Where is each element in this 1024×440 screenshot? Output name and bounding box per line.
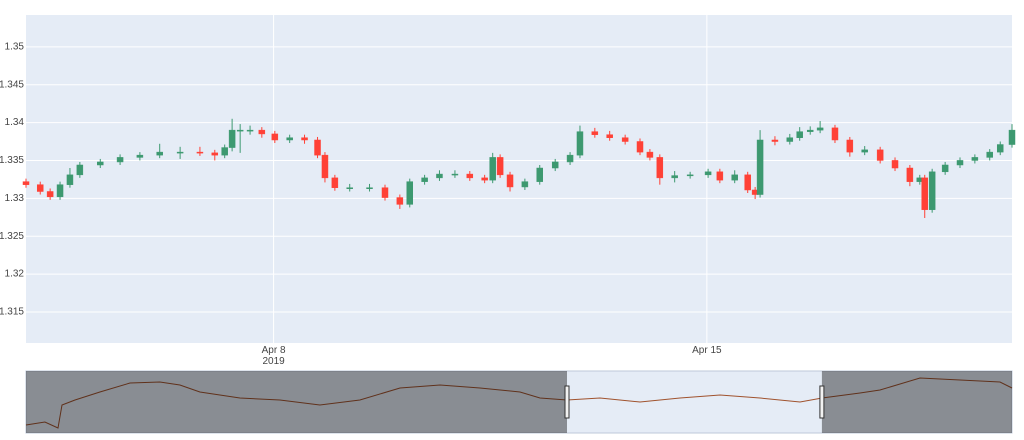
candle-body (621, 137, 629, 142)
range-slider-mask (821, 371, 1012, 433)
candle-body (716, 171, 724, 181)
candle-body (816, 127, 824, 131)
range-slider-mask (26, 371, 568, 433)
candle-body (861, 149, 868, 153)
candle-body (536, 167, 543, 182)
candle-body (986, 151, 993, 158)
y-tick-label: 1.345 (0, 79, 24, 90)
candle-body (636, 141, 644, 153)
candle-body (806, 129, 814, 132)
candle-body (436, 173, 443, 179)
candle-body (906, 167, 914, 182)
candle-body (656, 157, 664, 179)
candle-body (996, 144, 1004, 153)
candle-body (396, 197, 404, 205)
candle-body (116, 157, 124, 163)
candle-body (36, 184, 44, 192)
candle-body (314, 139, 321, 156)
range-slider-handle[interactable] (819, 385, 825, 419)
candle-body (941, 164, 949, 173)
candle-body (606, 134, 613, 138)
candle-body (176, 151, 184, 154)
candle-body (591, 131, 599, 135)
candle-body (228, 129, 236, 148)
y-tick-label: 1.335 (0, 155, 24, 166)
candle-body (876, 149, 884, 161)
candle-body (921, 177, 928, 210)
candle-body (156, 151, 163, 156)
candle-body (46, 191, 54, 198)
candle-body (366, 187, 373, 189)
y-tick-label: 1.34 (5, 117, 25, 128)
candle-body (506, 174, 514, 188)
candle-body (451, 173, 459, 176)
candle-body (686, 174, 694, 177)
candle-body (211, 152, 219, 156)
candles (22, 118, 1016, 219)
range-slider-line (25, 377, 1013, 429)
candle-body (489, 157, 496, 181)
candle-body (381, 187, 389, 198)
candle-body (481, 177, 488, 181)
candle-body (321, 154, 329, 179)
y-tick-label: 1.33 (5, 193, 25, 204)
candle-body (576, 131, 584, 156)
candle-body (1008, 129, 1016, 145)
y-tick-label: 1.35 (5, 41, 25, 52)
plot-background (26, 15, 1012, 343)
candle-body (551, 161, 559, 169)
y-tick-label: 1.325 (0, 231, 24, 242)
candle-body (258, 129, 266, 135)
candle-body (846, 139, 854, 153)
x-tick-label: Apr 15 (692, 345, 722, 356)
y-tick-label: 1.315 (0, 307, 24, 318)
candle-body (346, 187, 353, 189)
x-tick-label: Apr 8 2019 (261, 345, 286, 367)
candle-body (466, 173, 474, 179)
candle-body (744, 174, 751, 191)
range-slider-handle[interactable] (564, 385, 570, 419)
candle-body (566, 154, 574, 163)
candle-body (331, 177, 339, 188)
candle-body (796, 131, 803, 138)
candle-body (406, 181, 414, 205)
candle-body (66, 174, 74, 185)
candle-body (704, 171, 712, 176)
y-tick-label: 1.32 (5, 269, 25, 280)
candle-body (421, 177, 428, 182)
candle-body (221, 147, 228, 156)
candle-body (271, 133, 279, 141)
candle-body (76, 164, 84, 176)
candle-body (22, 181, 30, 185)
candle-body (671, 175, 678, 179)
candle-body (956, 160, 964, 166)
candle-body (286, 137, 293, 141)
candle-body (236, 129, 244, 132)
candle-body (136, 154, 144, 158)
candle-body (756, 139, 764, 195)
candle-body (731, 174, 738, 181)
candle-body (786, 137, 794, 142)
candle-body (301, 137, 308, 141)
candle-body (928, 171, 936, 210)
candle-body (891, 160, 899, 169)
candle-body (56, 184, 64, 198)
candle-body (521, 181, 529, 188)
candle-body (496, 157, 504, 176)
candle-body (831, 127, 839, 141)
candle-body (771, 139, 779, 142)
range-slider-background[interactable] (25, 370, 1013, 434)
candle-body (246, 129, 254, 132)
candle-body (646, 151, 654, 158)
candle-body (971, 157, 979, 161)
candle-body (196, 151, 204, 154)
candle-body (97, 161, 104, 166)
